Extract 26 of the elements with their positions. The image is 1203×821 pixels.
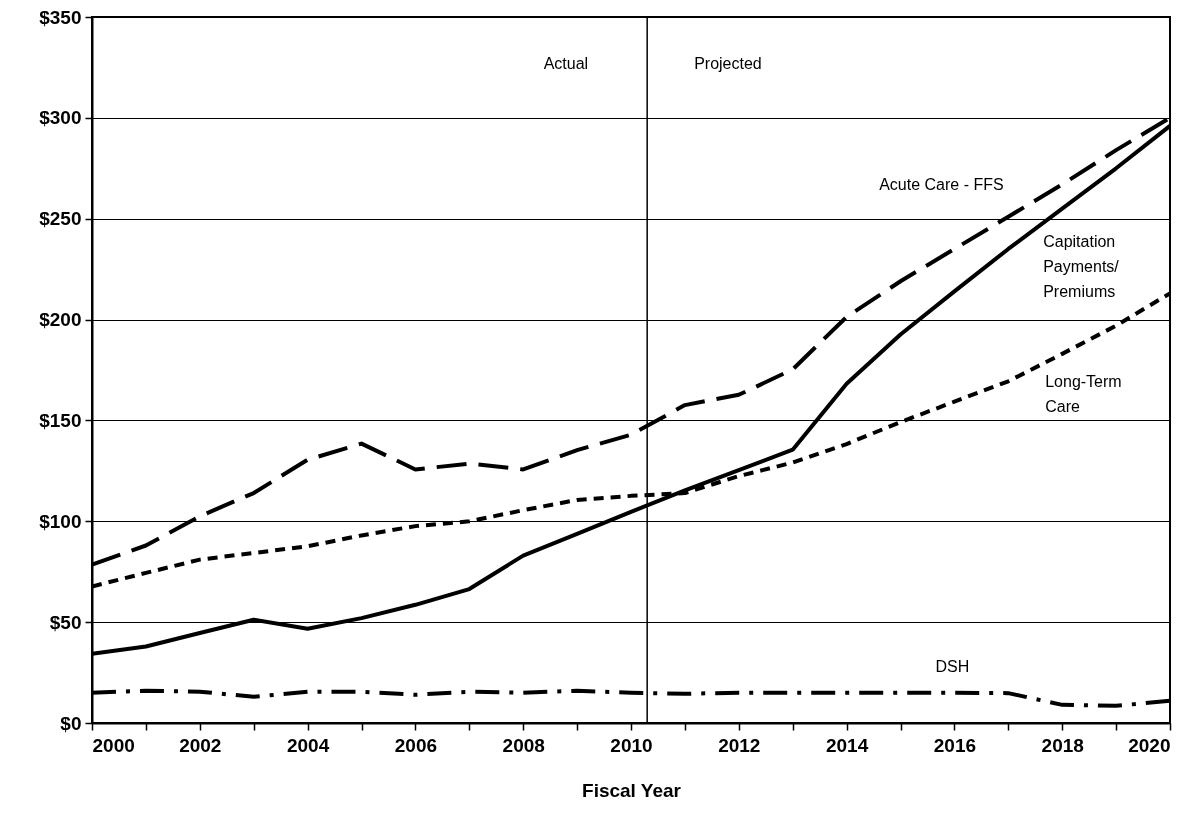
series-label: Acute Care - FFS bbox=[879, 175, 1004, 193]
x-tick-label: 2018 bbox=[1041, 734, 1084, 756]
x-tick-label: 2010 bbox=[610, 734, 653, 756]
y-tick-label: $200 bbox=[39, 309, 82, 331]
x-tick-label: 2002 bbox=[179, 734, 222, 756]
series-label: Long-Term Care bbox=[1045, 372, 1122, 415]
y-tick-label: $350 bbox=[39, 6, 82, 28]
x-tick-label: 2012 bbox=[718, 734, 761, 756]
x-tick-label: 2016 bbox=[933, 734, 977, 756]
x-tick-label: 2014 bbox=[825, 734, 869, 756]
y-tick-label: $250 bbox=[39, 208, 82, 230]
x-tick-label: 2004 bbox=[286, 734, 330, 756]
series-label: DSH bbox=[935, 657, 970, 675]
annotation: Projected bbox=[694, 55, 762, 72]
y-tick-label: $150 bbox=[39, 409, 82, 431]
x-axis-title: Fiscal Year bbox=[582, 779, 682, 801]
x-tick-label: 2000 bbox=[92, 734, 135, 756]
y-tick-label: $300 bbox=[39, 107, 82, 129]
series-label: Capitation Payments/ Premiums bbox=[1043, 232, 1120, 300]
y-tick-label: $100 bbox=[39, 510, 82, 532]
y-tick-label: $50 bbox=[49, 611, 82, 633]
y-tick-label: $0 bbox=[60, 712, 82, 734]
x-tick-label: 2006 bbox=[394, 734, 438, 756]
x-tick-label: 2020 bbox=[1128, 734, 1171, 756]
x-tick-label: 2008 bbox=[502, 734, 545, 756]
annotation: Actual bbox=[543, 55, 589, 72]
